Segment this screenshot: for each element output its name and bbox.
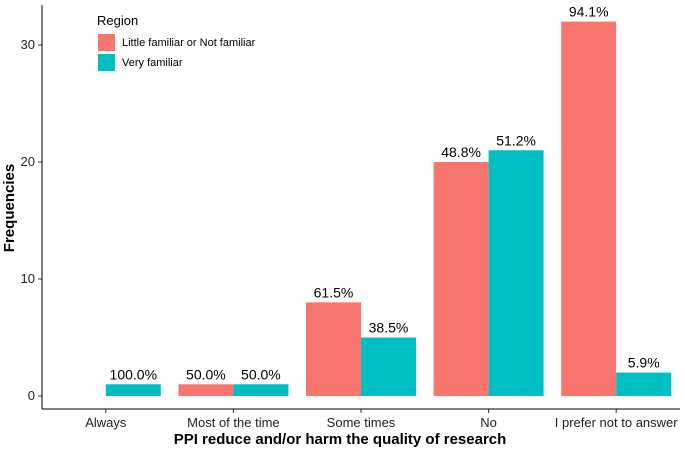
bar-very-familiar-always — [105, 384, 161, 396]
data-label-little-familiar-most-of-the-time: 50.0% — [186, 366, 226, 382]
legend-label-very-familiar: Very familiar — [122, 57, 183, 69]
data-label-very-familiar-always: 100.0% — [110, 366, 157, 382]
data-label-little-familiar-some-times: 61.5% — [314, 284, 354, 300]
bar-little-familiar-no — [433, 162, 489, 396]
bars-layer — [105, 21, 672, 396]
y-axis-title: Frequencies — [1, 164, 18, 252]
legend-label-little-familiar: Little familiar or Not familiar — [122, 37, 256, 49]
bar-little-familiar-most-of-the-time — [178, 384, 234, 396]
x-tick-label-most-of-the-time: Most of the time — [187, 415, 279, 430]
y-tick-label-30: 30 — [21, 37, 35, 52]
x-tick-label-no: No — [480, 415, 497, 430]
bar-little-familiar-some-times — [306, 302, 361, 396]
bar-very-familiar-most-of-the-time — [233, 384, 289, 396]
x-tick-label-i-prefer-not-to-answer: I prefer not to answer — [555, 415, 679, 430]
bar-very-familiar-some-times — [361, 337, 416, 396]
data-label-very-familiar-no: 51.2% — [496, 132, 536, 148]
data-label-little-familiar-no: 48.8% — [441, 144, 481, 160]
bar-very-familiar-no — [488, 150, 544, 396]
data-label-very-familiar-i-prefer-not-to-answer: 5.9% — [628, 355, 660, 371]
bar-very-familiar-i-prefer-not-to-answer — [616, 372, 672, 396]
legend-title: Region — [97, 13, 138, 28]
data-labels-layer: 100.0% 50.0% 50.0% 61.5% 38.5% 48.8% 51.2% 94.1… — [110, 4, 660, 383]
x-tick-label-always: Always — [85, 415, 127, 430]
axes-layer: Always Most of the time Some times No I pref… — [21, 5, 680, 430]
bar-little-familiar-i-prefer-not-to-answer — [561, 21, 617, 396]
y-tick-label-20: 20 — [21, 154, 35, 169]
data-label-very-familiar-some-times: 38.5% — [369, 320, 409, 336]
data-label-very-familiar-most-of-the-time: 50.0% — [241, 366, 281, 382]
y-tick-label-0: 0 — [28, 388, 35, 403]
data-label-little-familiar-i-prefer-not-to-answer: 94.1% — [569, 4, 609, 20]
x-axis-title: PPI reduce and/or harm the quality of re… — [174, 431, 507, 448]
legend: Region Little familiar or Not familiar V… — [97, 13, 256, 71]
x-tick-label-some-times: Some times — [327, 415, 396, 430]
y-tick-label-10: 10 — [21, 271, 35, 286]
legend-swatch-little-familiar — [98, 34, 115, 51]
legend-swatch-very-familiar — [98, 54, 115, 71]
